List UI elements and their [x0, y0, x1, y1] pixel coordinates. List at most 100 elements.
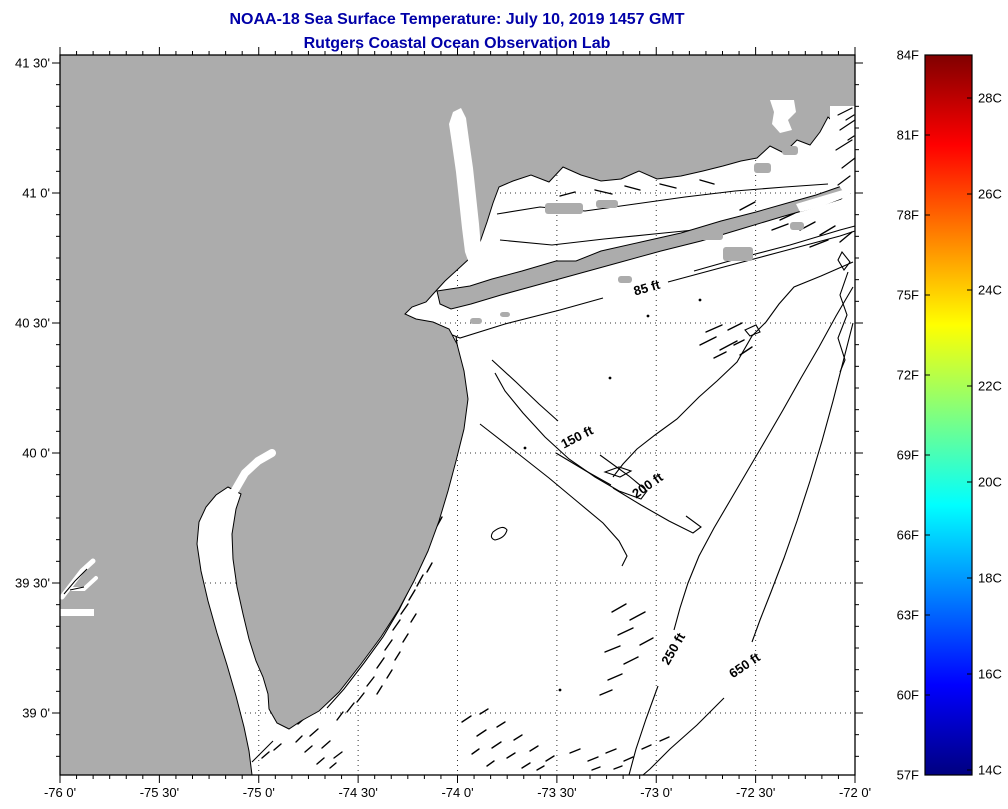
cloud-patch — [754, 163, 771, 173]
contour-label-85-ft: 85 ft — [632, 277, 662, 299]
contour-east-100ft — [612, 261, 854, 478]
island-contour-mark — [841, 157, 856, 169]
y-axis-label: 39 0' — [22, 706, 50, 721]
mainland-land — [59, 54, 856, 776]
x-axis-labels: -76 0' -75 30' -75 0' -74 30' -74 0' -73 30' -… — [44, 785, 871, 800]
shoal-mark — [476, 729, 487, 737]
gardiners-bay-gap — [796, 183, 852, 212]
shoal-mark — [400, 603, 409, 615]
colorbar-label-c: 18C — [978, 571, 1002, 586]
y-axis-label: 39 30' — [15, 576, 50, 591]
shoal-mark — [336, 711, 344, 721]
contour-valley-outer — [479, 423, 628, 567]
x-axis-label: -72 0' — [839, 785, 871, 800]
shoal-mark — [333, 751, 343, 759]
contour-block-island-area — [837, 271, 849, 373]
colorbar — [924, 54, 973, 776]
x-axis-label: -74 30' — [338, 785, 377, 800]
shoal-mark — [410, 613, 417, 623]
y-axis-label: 40 30' — [15, 316, 50, 331]
colorbar-label-c: 26C — [978, 187, 1002, 202]
land-detail-lines — [63, 568, 88, 595]
cloud-patch — [697, 229, 723, 240]
shoal-mark — [569, 748, 581, 754]
shoal-mark — [611, 603, 627, 613]
contour-250ft-a — [673, 286, 854, 631]
cloud-patch — [790, 222, 804, 230]
shoal-mark — [809, 239, 829, 248]
cloud-patch — [470, 318, 482, 324]
ne-corner-water — [830, 106, 855, 195]
shoal-mark — [479, 708, 489, 715]
contour-blob-e1 — [744, 324, 761, 337]
shoal-mark — [321, 740, 331, 749]
shoal-mark — [506, 752, 516, 759]
shoal-mark — [605, 748, 617, 754]
shoal-mark — [629, 611, 646, 621]
colorbar-label-f: 78F — [897, 208, 919, 223]
shoal-mark — [461, 715, 472, 723]
ne-corner-contours — [835, 107, 856, 186]
shoal-mark — [594, 189, 613, 195]
shoal-mark — [587, 756, 599, 762]
cloud-patch — [596, 200, 618, 208]
colorbar-fahrenheit-labels: 84F 81F 78F 75F 72F 69F 66F 63F 60F 57F — [897, 48, 919, 783]
colorbar-label-c: 22C — [978, 379, 1002, 394]
shoal-mark — [316, 757, 325, 765]
shoal-mark — [329, 762, 337, 769]
shoal-mark — [699, 336, 717, 346]
y-axis-label: 40 0' — [22, 446, 50, 461]
shoal-mark — [591, 766, 601, 771]
shoal-mark — [559, 191, 576, 197]
cloud-patch — [545, 203, 583, 214]
contour-dot — [646, 314, 650, 318]
island-contour-mark — [839, 119, 856, 131]
contour-dot — [698, 298, 702, 302]
cloud-patches — [470, 146, 804, 324]
shoal-mark — [392, 619, 401, 631]
shoal-mark — [376, 657, 385, 669]
shoal-mark — [607, 673, 623, 681]
shoal-mark — [402, 633, 409, 643]
shoal-mark — [659, 183, 677, 189]
shoal-mark — [513, 734, 523, 741]
x-axis-label: -72 30' — [736, 785, 775, 800]
shoal-mark — [366, 676, 375, 687]
colorbar-label-f: 57F — [897, 768, 919, 783]
delaware-river — [230, 449, 276, 496]
cloud-patch — [782, 146, 798, 155]
colorbar-label-f: 66F — [897, 528, 919, 543]
shoal-mark — [599, 689, 613, 696]
shoal-mark — [771, 223, 789, 231]
contour-valley-islet — [603, 466, 633, 478]
hudson-river — [449, 108, 481, 266]
colorbar-label-c: 20C — [978, 475, 1002, 490]
x-axis-label: -73 30' — [537, 785, 576, 800]
island-contour-mark — [837, 175, 851, 186]
contour-150ft-b — [494, 372, 648, 500]
colorbar-label-c: 14C — [978, 763, 1002, 778]
shoal-mark — [719, 340, 738, 351]
shoal-mark — [356, 692, 365, 703]
shoal-mark — [386, 669, 393, 679]
colorbar-label-f: 72F — [897, 368, 919, 383]
island-contour-mark — [835, 139, 853, 151]
x-axis-label: -75 0' — [243, 785, 275, 800]
shoal-mark — [295, 735, 303, 743]
contour-dot — [558, 688, 562, 692]
shoal-mark — [384, 639, 393, 651]
canal-strip — [60, 609, 94, 616]
shoal-mark — [659, 736, 670, 742]
shoal-mark — [727, 322, 743, 331]
shoal-mark — [471, 748, 480, 755]
x-axis-label: -73 0' — [640, 785, 672, 800]
colorbar-label-f: 81F — [897, 128, 919, 143]
elk-river-outline — [63, 568, 88, 595]
shoal-mark — [521, 762, 531, 769]
shoal-mark — [739, 346, 753, 356]
shoal-mark — [491, 741, 502, 749]
contour-650ft-b — [642, 697, 725, 776]
contour-shoal-loop — [490, 526, 508, 541]
shoal-mark — [304, 745, 313, 753]
